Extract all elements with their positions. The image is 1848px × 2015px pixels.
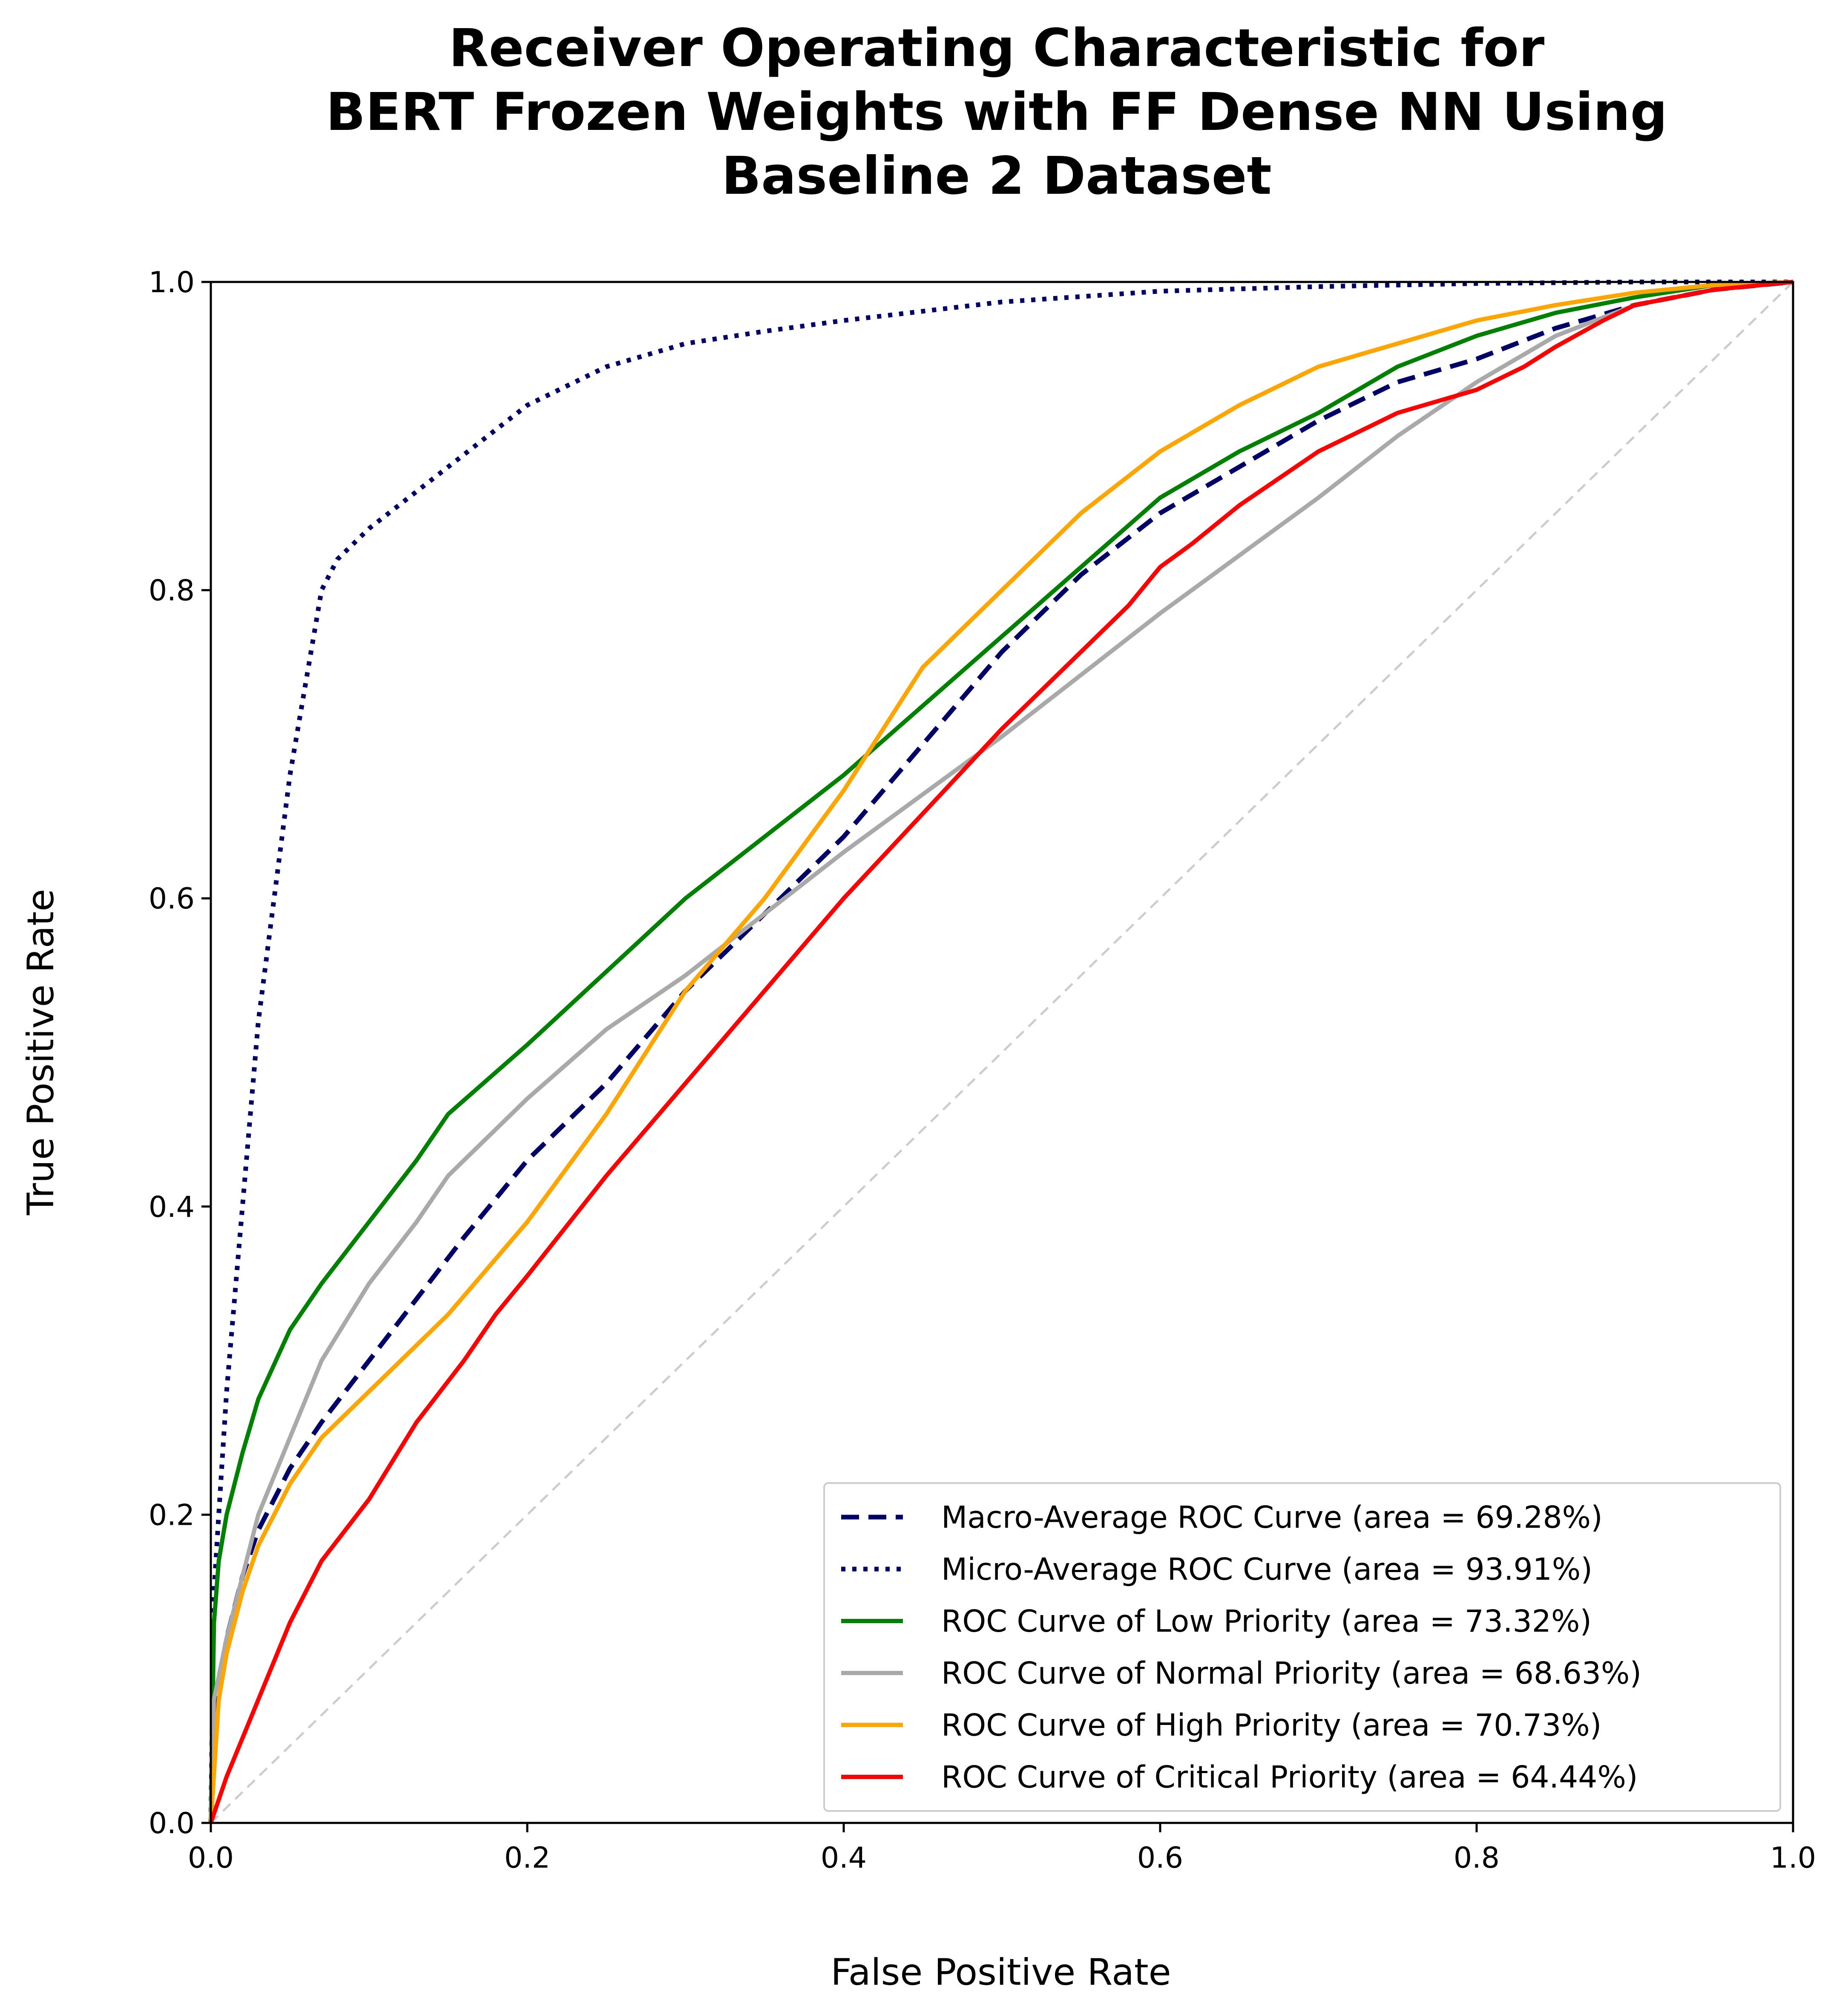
legend-label-0: Macro-Average ROC Curve (area = 69.28%) xyxy=(941,1500,1603,1535)
x-tick-label-1: 0.2 xyxy=(504,1841,550,1875)
series-line-4 xyxy=(209,280,1793,1823)
x-tick-label-0: 0.0 xyxy=(188,1841,234,1875)
x-tick-label-5: 1.0 xyxy=(1770,1841,1816,1875)
legend-label-3: ROC Curve of Normal Priority (area = 68.… xyxy=(941,1656,1641,1691)
series-line-2 xyxy=(209,280,1793,1823)
series-line-1 xyxy=(208,279,1793,1823)
chart-title: Receiver Operating Characteristic for BE… xyxy=(326,18,1667,206)
series-lines xyxy=(208,279,1793,1824)
y-tick-label-5: 1.0 xyxy=(149,266,195,299)
y-tick-label-1: 0.2 xyxy=(149,1498,195,1532)
x-axis-label: False Positive Rate xyxy=(831,1951,1171,1994)
y-tick-label-4: 0.8 xyxy=(149,574,195,608)
legend-label-4: ROC Curve of High Priority (area = 70.73… xyxy=(941,1707,1602,1743)
title-line-3: Baseline 2 Dataset xyxy=(721,146,1272,206)
legend-label-1: Micro-Average ROC Curve (area = 93.91%) xyxy=(941,1552,1592,1587)
y-tick-label-2: 0.4 xyxy=(149,1190,195,1224)
legend-label-2: ROC Curve of Low Priority (area = 73.32%… xyxy=(941,1604,1592,1639)
series-line-3 xyxy=(209,280,1793,1823)
y-axis: 0.0 0.2 0.4 0.6 0.8 1.0 xyxy=(149,266,211,1840)
y-tick-label-3: 0.6 xyxy=(149,882,195,916)
plot-frame xyxy=(210,281,1794,1824)
x-tick-label-3: 0.6 xyxy=(1137,1841,1183,1875)
y-axis-label: True Positive Rate xyxy=(20,889,62,1216)
legend-box xyxy=(823,1482,1781,1812)
x-tick-label-4: 0.8 xyxy=(1454,1841,1500,1875)
y-tick-label-0: 0.0 xyxy=(149,1807,195,1840)
plot-area xyxy=(208,279,1794,1824)
legend: Macro-Average ROC Curve (area = 69.28%) M… xyxy=(823,1482,1781,1812)
x-tick-label-2: 0.4 xyxy=(821,1841,867,1875)
series-line-5 xyxy=(209,280,1793,1824)
x-axis: 0.0 0.2 0.4 0.6 0.8 1.0 xyxy=(188,1823,1816,1875)
title-line-1: Receiver Operating Characteristic for xyxy=(449,18,1545,78)
chance-line xyxy=(210,281,1794,1824)
legend-label-5: ROC Curve of Critical Priority (area = 6… xyxy=(941,1759,1638,1795)
title-line-2: BERT Frozen Weights with FF Dense NN Usi… xyxy=(326,82,1667,142)
